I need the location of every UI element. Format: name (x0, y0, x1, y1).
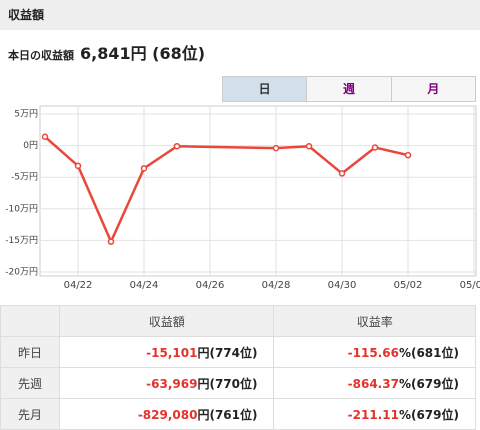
x-tick-label: 04/26 (196, 280, 225, 291)
row-label: 先月 (0, 398, 60, 430)
chart: 5万円 0円 -5万円 -10万円 -15万円 -20万円 04/22 04/24 04/26 0… (5, 105, 480, 291)
rate-suffix: %(681位) (398, 345, 459, 360)
row-label: 昨日 (0, 336, 60, 368)
y-tick-label: -5万円 (11, 172, 38, 183)
amount-cell: -829,080円(761位) (58, 398, 275, 430)
x-tick-label: 04/22 (64, 280, 93, 291)
y-tick-label: -10万円 (5, 203, 38, 214)
x-tick-label: 04/24 (130, 280, 159, 291)
tab[interactable]: 週 (306, 77, 391, 101)
y-tick-label: 0円 (23, 140, 38, 151)
line (44, 135, 409, 245)
amount-suffix: 円(770位) (197, 376, 258, 391)
summary: 本日の収益額 6,841円 (68位) (8, 40, 205, 64)
point (305, 142, 313, 150)
rate: -864.37 (347, 376, 399, 391)
x-tick-label: 04/30 (328, 280, 357, 291)
y-tick-label: -15万円 (5, 235, 38, 246)
amount: -15,101 (146, 345, 198, 360)
point (41, 133, 49, 141)
x-tick-label: 05/04 (460, 280, 480, 291)
summary-label: 本日の収益額 (8, 49, 74, 62)
point (338, 170, 346, 177)
y-tick-label: -20万円 (5, 267, 38, 278)
y-tick-label: 5万円 (14, 109, 38, 120)
column-header: 収益率 (273, 305, 476, 337)
summary-value: 6,841円 (68位) (80, 44, 206, 63)
rate: -211.11 (347, 407, 399, 422)
point (107, 238, 115, 245)
header-title: 収益額 (0, 0, 480, 30)
amount-cell: -63,969円(770位) (58, 367, 275, 399)
period-tabs: 日 週 月 (222, 76, 476, 102)
rate-suffix: %(679位) (398, 376, 459, 391)
point (371, 144, 379, 151)
amount: -63,969 (146, 376, 198, 391)
corner (0, 305, 60, 337)
amount-cell: -15,101円(774位) (58, 336, 275, 368)
point (173, 142, 181, 150)
tab[interactable]: 月 (390, 77, 475, 101)
rate-cell: -211.11%(679位) (273, 398, 476, 430)
row-label: 先週 (0, 367, 60, 399)
point (140, 165, 148, 172)
point (74, 162, 82, 170)
x-tick-label: 05/02 (394, 280, 423, 291)
summary-table: 収益額 収益率 昨日 -15,101円(774位) -115.66%(681位) … (0, 305, 476, 430)
tab[interactable]: 日 (223, 77, 307, 101)
amount-suffix: 円(774位) (197, 345, 258, 360)
x-tick-label: 04/28 (262, 280, 291, 291)
point (404, 151, 412, 159)
amount: -829,080 (137, 407, 198, 422)
column-header: 収益額 (58, 305, 275, 337)
rate: -115.66 (347, 345, 399, 360)
rate-cell: -115.66%(681位) (273, 336, 476, 368)
rate-cell: -864.37%(679位) (273, 367, 476, 399)
rate-suffix: %(679位) (398, 407, 459, 422)
point (272, 144, 280, 152)
amount-suffix: 円(761位) (197, 407, 258, 422)
plot-frame (39, 105, 477, 277)
